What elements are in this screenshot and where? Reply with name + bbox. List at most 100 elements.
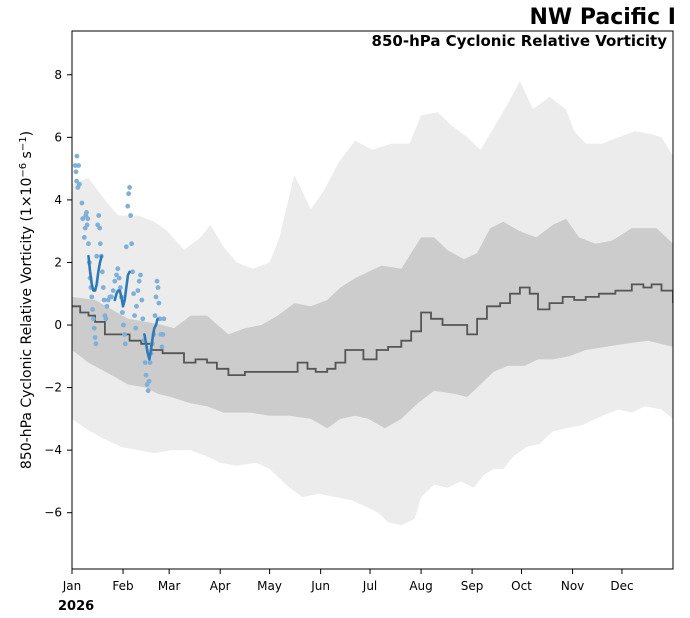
observed-point (129, 241, 135, 247)
observed-point (142, 360, 148, 365)
y-axis-label-exp-1: −6 (18, 163, 29, 178)
observed-point (145, 388, 151, 394)
observed-point (72, 163, 78, 168)
y-tick-label: 6 (54, 130, 62, 144)
observed-point (79, 200, 85, 206)
observed-point (135, 288, 141, 293)
observed-point (91, 316, 96, 322)
y-axis-label-unit: s (19, 151, 35, 163)
chart-subtitle: 850-hPa Cyclonic Relative Vorticity (372, 32, 668, 50)
observed-point (132, 313, 138, 318)
observed-point (101, 297, 107, 303)
median-line (72, 283, 673, 376)
observed-point (73, 169, 79, 175)
x-tick-label: Jan (62, 579, 82, 593)
inner-range-band (72, 218, 673, 429)
y-axis: −6 −4 −2 0 2 4 6 8 (44, 68, 72, 520)
y-tick-label: −6 (44, 506, 62, 520)
observed-point (89, 294, 95, 300)
observed-point (134, 303, 139, 309)
observed-point (143, 372, 149, 378)
observed-point (147, 360, 153, 365)
observed-line-segment (113, 270, 131, 308)
observed-point (90, 307, 95, 312)
observed-point (104, 303, 110, 309)
x-tick-label: May (257, 579, 282, 593)
observed-point (122, 332, 127, 337)
y-tick-label: −4 (44, 443, 62, 457)
x-tick-label: Aug (409, 579, 432, 593)
x-tick-label: Sep (461, 579, 484, 593)
observed-point (100, 285, 106, 290)
observed-point (110, 288, 116, 293)
x-tick-label: Jul (362, 579, 377, 593)
observed-point (146, 378, 152, 384)
observed-point (92, 335, 98, 340)
observed-point (112, 278, 118, 284)
observed-point (126, 191, 131, 197)
y-tick-label: 2 (54, 255, 62, 269)
observed-point (156, 300, 162, 306)
plot-frame (71, 30, 674, 570)
observed-point (74, 178, 79, 184)
observed-point (153, 294, 159, 300)
x-axis: Jan Feb Mar Apr May Jun Jul Aug Sep Oct Nov Dec (62, 569, 634, 593)
x-tick-label: Nov (561, 579, 584, 593)
observed-point (84, 222, 90, 228)
observed-line-segment (87, 254, 103, 292)
observed-point (133, 325, 139, 331)
y-tick-label: 0 (54, 318, 62, 332)
observed-point (103, 316, 109, 322)
x-tick-label: Oct (511, 579, 532, 593)
plot-area (72, 81, 673, 526)
observed-point (130, 269, 136, 275)
observed-point (138, 272, 143, 278)
observed-point (123, 244, 129, 250)
x-tick-label: Feb (112, 579, 133, 593)
observed-point (140, 316, 146, 322)
observed-point (136, 278, 142, 284)
observed-point (154, 278, 160, 284)
observed-point (128, 213, 134, 218)
observed-point (86, 241, 91, 247)
observed-point (115, 266, 121, 272)
observed-point (93, 341, 99, 347)
observed-point (139, 297, 145, 303)
observed-point (122, 341, 128, 347)
observed-point (116, 275, 122, 281)
observed-point (99, 269, 105, 275)
observed-line-segment (143, 317, 159, 361)
y-tick-label: −2 (44, 381, 62, 395)
observed-point (84, 210, 89, 215)
observed-point (120, 310, 125, 315)
y-axis-label-exp-2: −1 (18, 136, 29, 151)
x-tick-label: Mar (158, 579, 181, 593)
y-tick-label: 4 (54, 193, 62, 207)
observed-point (125, 203, 131, 209)
y-tick-label: 8 (54, 68, 62, 82)
observed-point (157, 316, 163, 322)
observed-point (160, 332, 166, 337)
observed-point (77, 181, 82, 187)
observed-point (127, 185, 132, 190)
observed-point (118, 285, 123, 290)
observed-point (81, 235, 87, 240)
year-label: 2026 (58, 599, 94, 614)
observed-point (76, 163, 81, 168)
chart-title: NW Pacific I (530, 5, 677, 30)
observed-point (97, 241, 103, 247)
observed-point (80, 216, 86, 222)
observed-point (91, 325, 97, 331)
x-tick-label: Jun (310, 579, 330, 593)
observed-point (161, 316, 167, 322)
observed-point (74, 153, 80, 159)
observed-point (159, 344, 165, 350)
observed-point (85, 216, 91, 222)
y-axis-label-main: 850-hPa Cyclonic Relative Vorticity (1×1… (19, 178, 35, 469)
observed-point (97, 225, 103, 231)
observed-point (121, 322, 126, 328)
observed-point (94, 253, 100, 259)
x-tick-label: Apr (210, 579, 231, 593)
observed-point (96, 213, 102, 218)
